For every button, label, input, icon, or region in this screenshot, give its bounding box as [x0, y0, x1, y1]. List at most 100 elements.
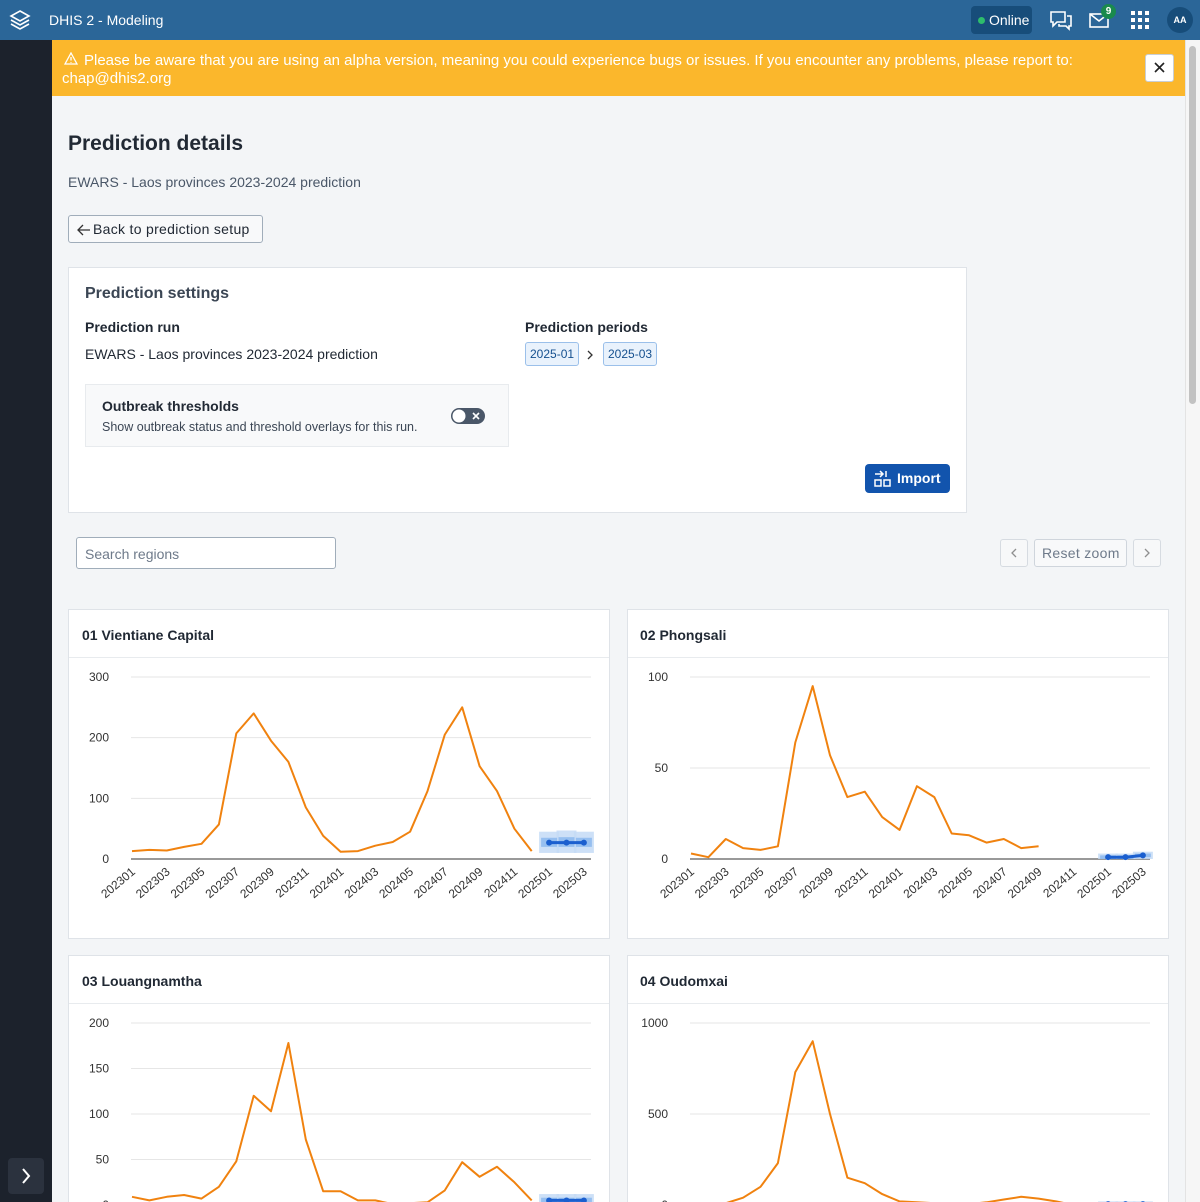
x-tick-label: 202401 [866, 864, 906, 901]
search-input[interactable]: Search regions [76, 537, 336, 569]
x-tick-label: 202401 [307, 864, 347, 901]
apps-menu[interactable] [1131, 11, 1149, 29]
x-tick-label: 202407 [411, 864, 451, 901]
y-tick-label: 500 [648, 1107, 668, 1121]
messages-icon[interactable] [1049, 9, 1073, 31]
status-dot [978, 17, 985, 24]
median-point [546, 1197, 553, 1202]
thresholds-description: Show outbreak status and threshold overl… [102, 420, 418, 434]
y-tick-label: 50 [655, 761, 669, 775]
toggle-knob [452, 409, 466, 423]
chart: 0501001502002023012023032023052023072023… [89, 1016, 594, 1202]
chart-title: 01 Vientiane Capital [82, 627, 215, 643]
thresholds-panel: Outbreak thresholds Show outbreak status… [85, 384, 509, 447]
y-tick-label: 1000 [641, 1016, 668, 1030]
chart-card: 02 Phongsali 0 50 100 202301 202303 202305 202… [627, 609, 1169, 939]
alert-bar: Please be aware that you are using an al… [52, 40, 1185, 96]
chevron-icon [22, 1168, 31, 1184]
x-tick-label: 202409 [446, 864, 486, 901]
y-tick-label: 100 [648, 670, 668, 684]
y-tick-label: 150 [89, 1062, 109, 1076]
x-tick-label: 202311 [832, 864, 871, 900]
observed-line [131, 706, 533, 853]
chart-title: 02 Phongsali [640, 627, 727, 643]
y-tick-label: 50 [96, 1153, 110, 1167]
x-tick-label: 202411 [481, 864, 520, 900]
chart-card: 03 Louangnamtha 050100150200202301202303… [68, 955, 610, 1202]
median-point [546, 839, 553, 846]
x-tick-label: 202403 [901, 864, 941, 901]
thresholds-title: Outbreak thresholds [102, 398, 239, 414]
x-tick-label: 202403 [342, 864, 382, 901]
run-value: EWARS - Laos provinces 2023-2024 predict… [85, 346, 378, 362]
reset-zoom-button[interactable]: Reset zoom [1034, 539, 1127, 567]
y-tick-label: 200 [89, 731, 109, 745]
x-tick-label: 202501 [515, 864, 555, 901]
y-tick-label: 100 [89, 1107, 109, 1121]
x-tick-label: 202503 [1109, 864, 1149, 901]
user-avatar[interactable]: AA [1167, 7, 1193, 33]
x-tick-label: 202501 [1074, 864, 1114, 901]
x-tick-label: 202305 [727, 864, 767, 901]
x-tick-label: 202409 [1005, 864, 1045, 901]
back-button-label: Back to prediction setup [93, 221, 250, 237]
notification-count: 9 [1101, 4, 1116, 19]
status-badge: Online [971, 6, 1032, 34]
import-button[interactable]: Import [865, 464, 950, 493]
x-tick-label: 202405 [935, 864, 975, 901]
x-tick-label: 202303 [133, 864, 173, 901]
period-start: 2025-01 [525, 342, 580, 366]
card-divider [69, 657, 609, 658]
median-point [580, 839, 587, 846]
page-title: Prediction details [68, 132, 244, 155]
close-icon [1154, 62, 1165, 73]
period-arrow [587, 350, 593, 360]
settings-card: Prediction settings Prediction run EWARS… [68, 267, 967, 513]
thresholds-toggle[interactable] [450, 407, 486, 425]
y-tick-label: 0 [661, 1198, 668, 1202]
x-tick-label: 202307 [762, 864, 802, 901]
card-divider [628, 1003, 1168, 1004]
reset-zoom-label: Reset zoom [1042, 545, 1120, 561]
toggle-off-icon [472, 412, 480, 420]
x-tick-label: 202411 [1040, 864, 1079, 900]
import-icon [874, 470, 891, 487]
observed-line [690, 685, 1039, 859]
x-tick-label: 202503 [550, 864, 590, 901]
y-tick-label: 0 [661, 852, 668, 866]
chart-title: 03 Louangnamtha [82, 973, 202, 989]
chart: 0 100 200 300 202301202303202305202307202309… [89, 670, 594, 901]
zoom-prev-button[interactable] [1000, 539, 1028, 567]
warning-icon [64, 52, 78, 65]
alert-close-button[interactable] [1145, 54, 1174, 82]
y-tick-label: 200 [89, 1016, 109, 1030]
settings-heading: Prediction settings [85, 285, 230, 302]
median-point [563, 839, 570, 846]
scroll-thumb[interactable] [1189, 46, 1196, 404]
y-tick-label: 300 [89, 670, 109, 684]
observed-line [726, 1040, 1064, 1202]
chevron-right-icon [1144, 548, 1150, 558]
y-tick-label: 100 [89, 791, 109, 805]
chart-card: 01 Vientiane Capital 0 100 200 300 202301 202… [68, 609, 610, 939]
x-tick-label: 202307 [203, 864, 243, 901]
x-tick-label: 202305 [168, 864, 208, 901]
y-tick-label: 0 [102, 852, 109, 866]
alert-text: Please be aware that you are using an al… [62, 52, 1073, 87]
x-tick-label: 202301 [657, 864, 697, 901]
card-divider [69, 1003, 609, 1004]
app-logo[interactable] [8, 8, 32, 32]
zoom-next-button[interactable] [1133, 539, 1161, 567]
median-point [1139, 852, 1146, 859]
x-tick-label: 202301 [98, 864, 138, 901]
median-point [1105, 854, 1112, 861]
expand-sidebar-button[interactable] [8, 1158, 44, 1194]
x-tick-label: 202407 [970, 864, 1010, 901]
x-tick-label: 202309 [237, 864, 277, 901]
back-button[interactable]: Back to prediction setup [68, 215, 263, 243]
import-label: Import [897, 470, 941, 486]
chart: 0500100020230120230320230520230720230920… [641, 1016, 1153, 1202]
median-point [1122, 854, 1129, 861]
chevron-left-icon [1011, 548, 1017, 558]
